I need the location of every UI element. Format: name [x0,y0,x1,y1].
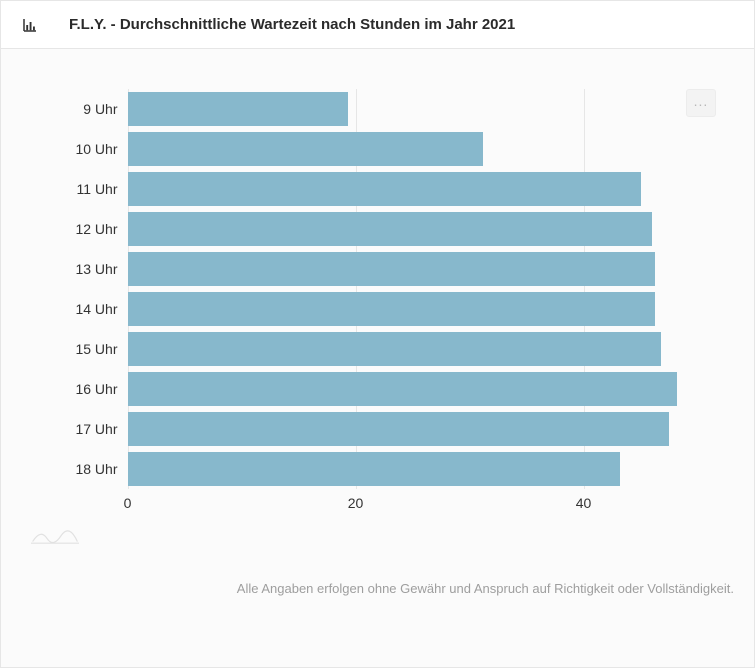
y-tick-label: 15 Uhr [28,332,118,366]
y-tick-label: 9 Uhr [28,92,118,126]
bar [128,132,484,166]
bar [128,92,348,126]
bar-chart-icon [21,16,39,34]
bar [128,252,656,286]
bar-fill [128,412,670,446]
bar [128,172,641,206]
y-tick-label: 10 Uhr [28,132,118,166]
bar-fill [128,172,641,206]
bar [128,372,677,406]
y-tick-label: 12 Uhr [28,212,118,246]
wave-icon [31,526,79,546]
card: F.L.Y. - Durchschnittliche Wartezeit nac… [0,0,755,668]
bar-fill [128,132,484,166]
bar-fill [128,292,656,326]
x-tick-label: 0 [108,495,148,511]
y-tick-label: 17 Uhr [28,412,118,446]
chart-menu-button[interactable]: ... [686,89,716,117]
x-tick-label: 20 [336,495,376,511]
chart: 0 20 40 9 Uhr 10 Uhr 11 Uhr 12 Uhr 13 Uhr 14 Uhr… [28,89,728,529]
plot-area: 020409 Uhr10 Uhr11 Uhr12 Uhr13 Uhr14 Uhr… [128,89,698,489]
bar-fill [128,372,677,406]
y-tick-label: 16 Uhr [28,372,118,406]
disclaimer-text: Alle Angaben erfolgen ohne Gewähr und An… [1,581,734,596]
bar [128,332,662,366]
y-tick-label: 11 Uhr [28,172,118,206]
chart-area: ... 0 20 40 9 Uhr 10 Uhr 11 Uhr 12 Uhr 13 Uhr 14… [1,49,754,529]
y-tick-label: 14 Uhr [28,292,118,326]
bar-fill [128,332,662,366]
header: F.L.Y. - Durchschnittliche Wartezeit nac… [1,1,754,49]
bar-fill [128,252,656,286]
bar-fill [128,92,348,126]
bar-fill [128,452,620,486]
page-title: F.L.Y. - Durchschnittliche Wartezeit nac… [69,16,515,33]
y-tick-label: 13 Uhr [28,252,118,286]
bar-fill [128,212,652,246]
y-tick-label: 18 Uhr [28,452,118,486]
bar [128,412,670,446]
x-tick-label: 40 [564,495,604,511]
bar [128,292,656,326]
bar [128,212,652,246]
bar [128,452,620,486]
